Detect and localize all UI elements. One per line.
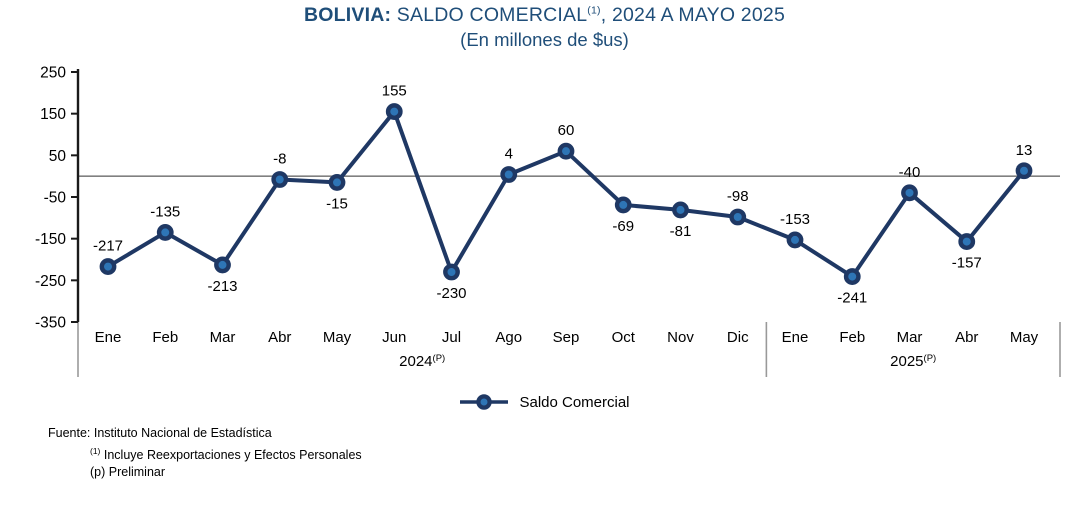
data-point (99, 258, 117, 275)
data-label: -98 (727, 188, 749, 205)
x-tick-label: Oct (612, 329, 636, 346)
x-tick-label: Abr (955, 329, 978, 346)
title-bold-prefix: BOLIVIA: (304, 4, 392, 26)
data-label: 155 (382, 83, 407, 100)
data-label: -135 (150, 203, 180, 220)
data-point (214, 256, 231, 274)
data-label: -241 (837, 290, 867, 307)
legend-label: Saldo Comercial (519, 393, 630, 411)
data-point (328, 174, 346, 191)
title-superscript: (1) (587, 4, 601, 17)
data-point (614, 196, 632, 214)
data-point (786, 231, 804, 249)
data-point (156, 224, 174, 241)
data-label: 4 (505, 146, 513, 163)
data-label: -213 (207, 278, 237, 295)
x-tick-label: Dic (727, 329, 749, 346)
y-tick-label: 250 (40, 65, 66, 82)
footnote-1-text: Incluye Reexportaciones y Efectos Person… (103, 447, 362, 462)
x-tick-label: Ago (495, 329, 522, 346)
x-tick-label: Nov (667, 329, 694, 346)
x-tick-label: Mar (897, 329, 923, 346)
chart-svg: 250 150 50 -50 -150 -250 -350 -217 -135 -213 -8 -15… (35, 65, 1061, 377)
data-label: 13 (1016, 142, 1033, 159)
data-label: -69 (612, 218, 634, 235)
legend: Saldo Comercial (0, 392, 1089, 412)
data-point (1015, 162, 1033, 180)
footnote-2: (p) Preliminar (90, 465, 166, 480)
data-point (500, 166, 518, 183)
legend-marker (476, 394, 493, 410)
data-point (385, 103, 403, 120)
data-label: -217 (93, 238, 123, 255)
x-tick-label: Jul (442, 329, 461, 346)
y-tick-label: 50 (49, 148, 67, 165)
x-tick-label: Sep (553, 329, 580, 346)
data-point (901, 184, 918, 202)
x-tick-label: Ene (782, 329, 809, 346)
source-note: Fuente: Instituto Nacional de Estadístic… (48, 426, 272, 440)
y-tick-label: -350 (35, 315, 66, 332)
x-tick-label: Jun (382, 329, 406, 346)
data-label: -157 (952, 255, 982, 272)
data-label: -8 (273, 151, 286, 168)
x-tick-label: May (323, 329, 352, 346)
data-label: -15 (326, 195, 348, 212)
x-tick-label: Feb (839, 329, 865, 346)
y-tick-label: -50 (44, 190, 67, 207)
data-point (557, 142, 575, 160)
data-point (672, 201, 689, 219)
data-point (443, 263, 460, 281)
data-point (958, 233, 976, 250)
footnotes: Fuente: Instituto Nacional de Estadístic… (48, 425, 362, 482)
x-tick-label: Abr (268, 329, 291, 346)
data-point (843, 268, 861, 285)
data-label: -81 (670, 223, 692, 240)
data-point (271, 171, 289, 188)
footnote-1: (1) Incluye Reexportaciones y Efectos Pe… (48, 443, 362, 465)
legend-line-marker-icon (460, 394, 509, 410)
chart-title: BOLIVIA: SALDO COMERCIAL(1), 2024 A MAYO… (0, 4, 1089, 51)
y-tick-label: -250 (35, 273, 66, 290)
x-tick-label: May (1010, 329, 1039, 346)
data-label: -153 (780, 211, 810, 228)
year-label: 2025(P) (890, 353, 936, 370)
y-tick-label: 150 (40, 106, 66, 123)
data-point (729, 208, 747, 226)
year-label: 2024(P) (399, 353, 445, 370)
x-tick-label: Feb (152, 329, 178, 346)
data-label: -40 (899, 164, 921, 181)
y-tick-label: -150 (35, 231, 66, 248)
data-label: -230 (436, 285, 466, 302)
data-label: 60 (558, 122, 575, 139)
x-tick-label: Mar (210, 329, 236, 346)
title-line: BOLIVIA: SALDO COMERCIAL(1), 2024 A MAYO… (0, 4, 1089, 27)
chart-subtitle: (En millones de $us) (460, 29, 629, 50)
x-tick-label: Ene (95, 329, 122, 346)
title-tail-text: , 2024 A MAYO 2025 (600, 4, 785, 26)
footnote-1-sup: (1) (90, 445, 101, 456)
title-main-text: SALDO COMERCIAL (391, 4, 588, 26)
